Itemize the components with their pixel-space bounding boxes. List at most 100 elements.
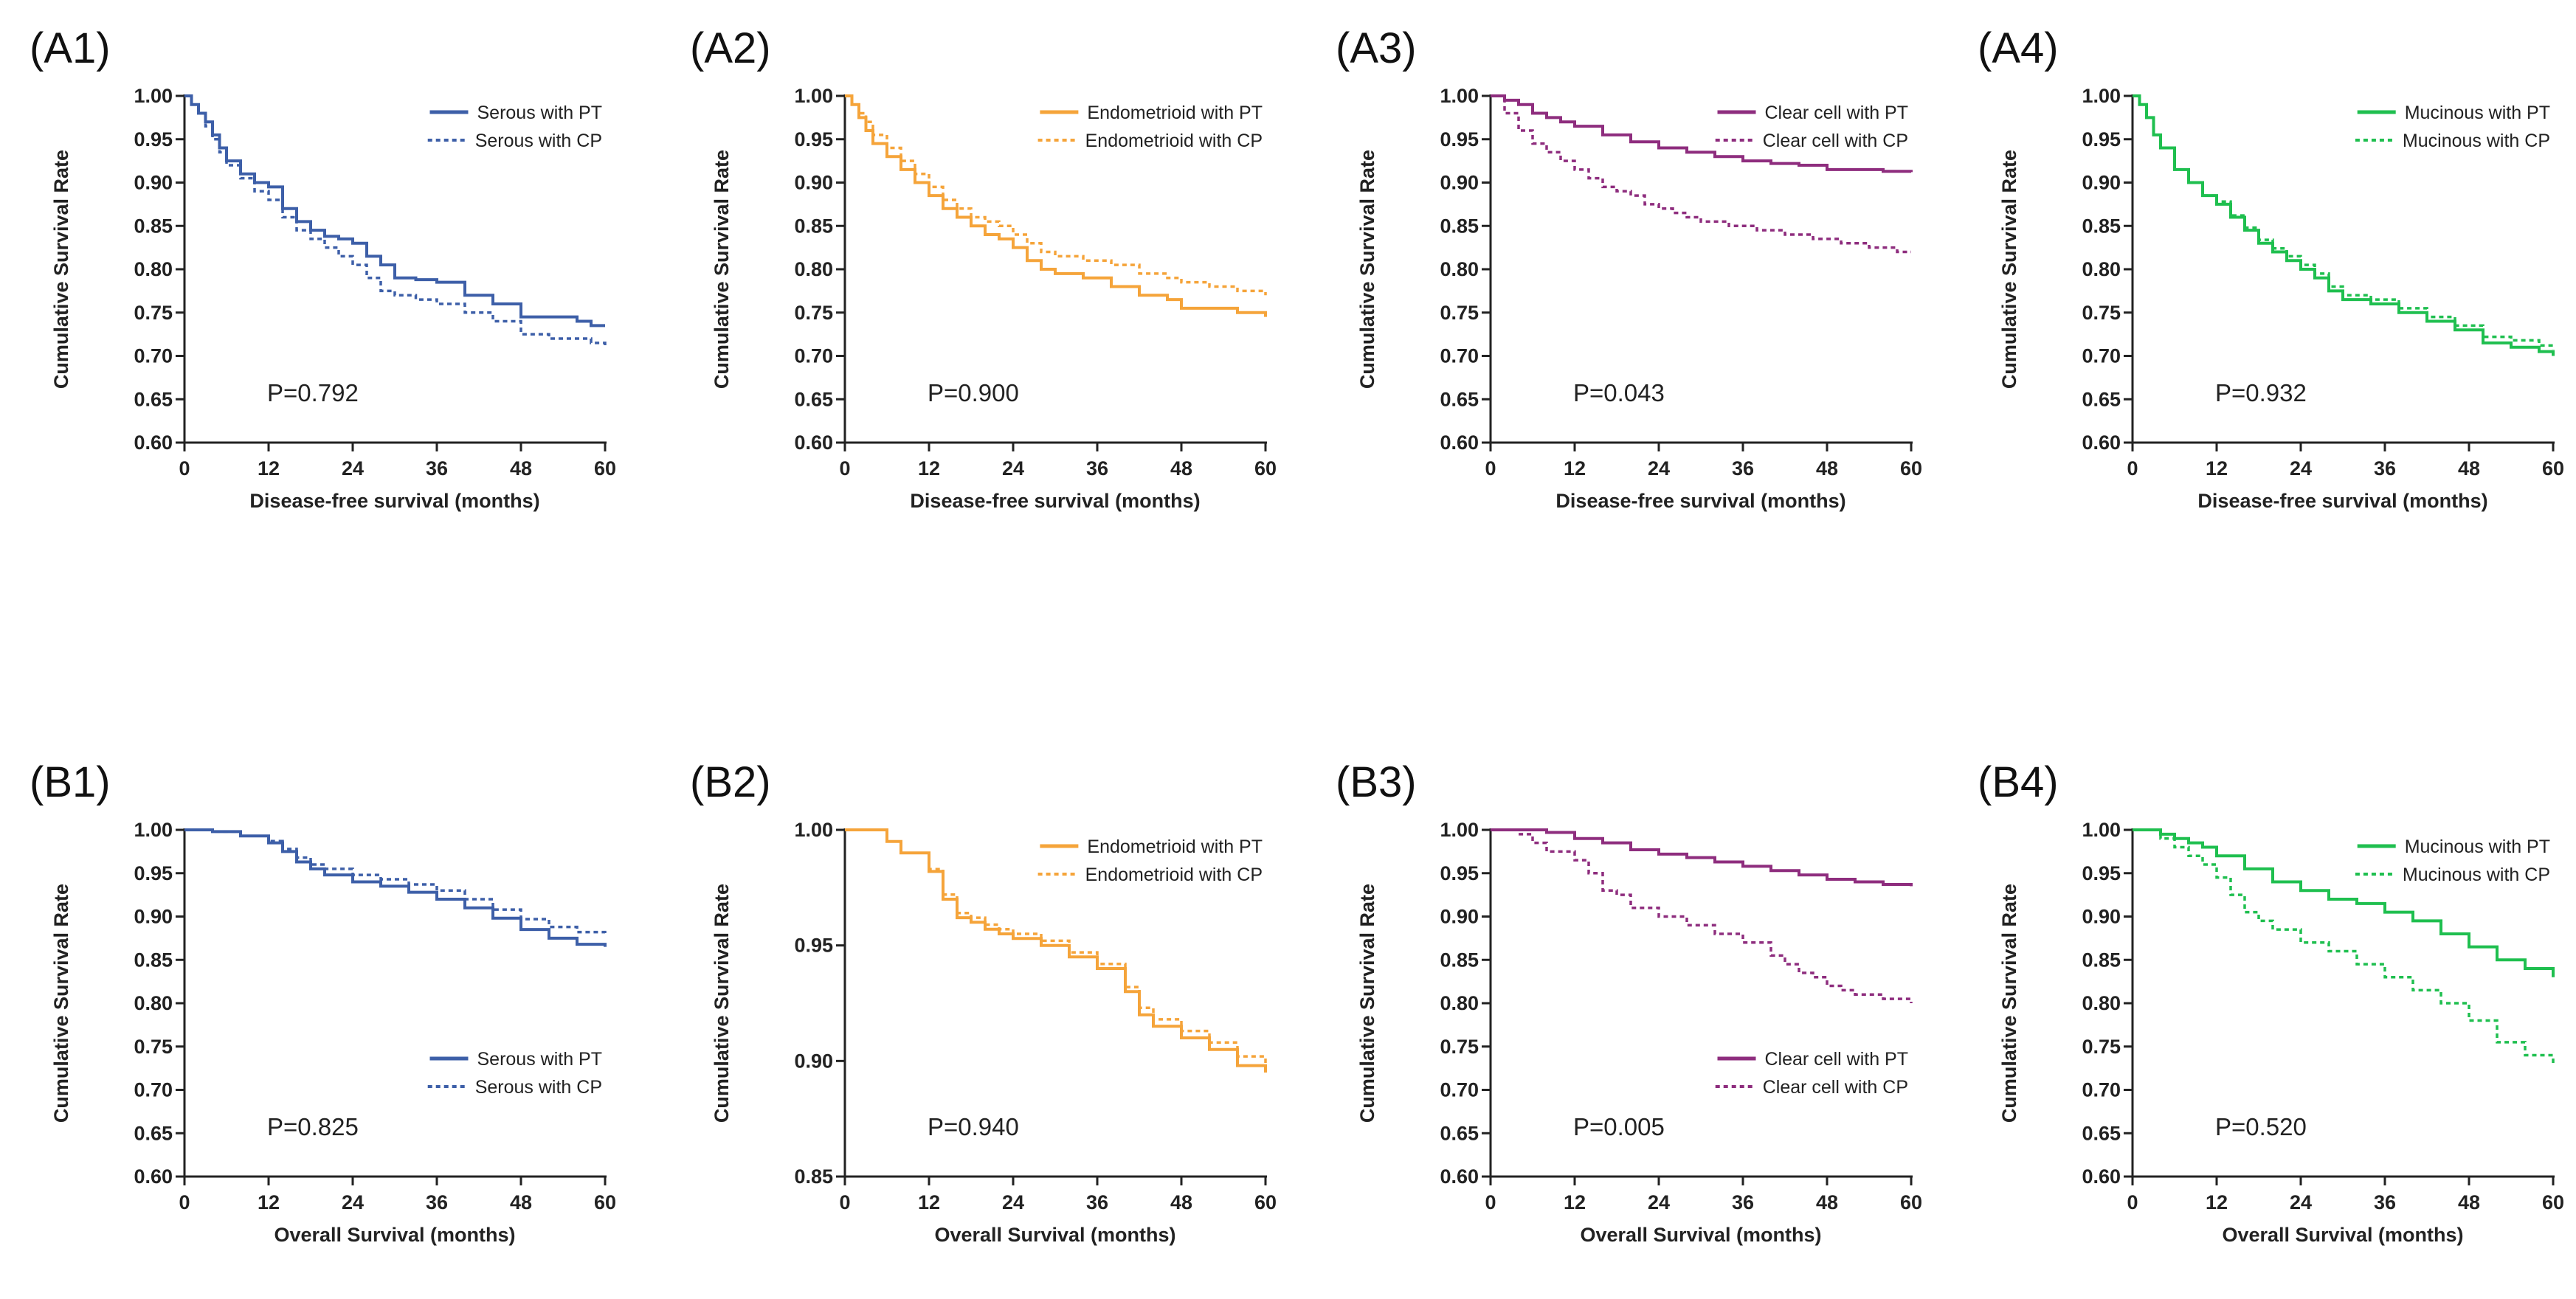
y-tick-label: 0.65 <box>2082 1122 2121 1144</box>
x-tick-label: 48 <box>510 1191 532 1213</box>
panel-label-a4: (A4) <box>1978 24 2059 72</box>
y-axis-title: Cumulative Survival Rate <box>1356 150 1378 389</box>
x-tick-label: 48 <box>1816 1191 1838 1213</box>
y-tick-label: 0.60 <box>1440 1165 1479 1188</box>
legend-label-pt: Clear cell with PT <box>1765 103 1909 123</box>
x-tick-label: 12 <box>1564 1191 1586 1213</box>
chart-b2: 0.85 0.90 0.95 1.00 0 12 24 36 48 60 Overall Survi… <box>711 819 1277 1246</box>
y-tick-label: 0.60 <box>134 1165 173 1188</box>
panel-label-b3: (B3) <box>1336 758 1417 806</box>
y-tick-label: 0.85 <box>2082 215 2121 237</box>
chart-a2: 0.60 0.65 0.70 0.75 0.80 0.85 0.90 0.95 1.00 0 12 2… <box>711 85 1277 512</box>
x-tick-label: 48 <box>1816 457 1838 479</box>
x-axis-title: Disease-free survival (months) <box>910 490 1200 512</box>
series-line-pt <box>2133 828 2555 977</box>
x-tick-label: 36 <box>1732 1191 1754 1213</box>
y-axis-title: Cumulative Survival Rate <box>1998 150 2020 389</box>
x-tick-label: 0 <box>839 1191 850 1213</box>
legend-label-cp: Clear cell with CP <box>1763 131 1908 151</box>
y-axis-title: Cumulative Survival Rate <box>711 150 733 389</box>
y-tick-label: 0.75 <box>2082 302 2121 324</box>
y-tick-label: 0.85 <box>134 949 173 971</box>
y-axis-title: Cumulative Survival Rate <box>1998 884 2020 1123</box>
x-tick-label: 24 <box>2290 1191 2312 1213</box>
y-tick-label: 0.70 <box>794 345 833 367</box>
y-tick-label: 0.95 <box>134 862 173 884</box>
p-value-annotation: P=0.825 <box>267 1113 359 1140</box>
y-tick-label: 0.95 <box>2082 128 2121 150</box>
y-tick-label: 1.00 <box>134 819 173 841</box>
x-tick-label: 60 <box>594 457 616 479</box>
panel-label-b1: (B1) <box>30 758 111 806</box>
x-axis-title: Overall Survival (months) <box>934 1224 1175 1246</box>
x-tick-label: 60 <box>2542 457 2564 479</box>
x-tick-label: 12 <box>2206 457 2228 479</box>
y-tick-label: 0.60 <box>2082 432 2121 454</box>
y-tick-label: 0.80 <box>794 258 833 280</box>
y-tick-label: 0.95 <box>794 128 833 150</box>
chart-a4: 0.60 0.65 0.70 0.75 0.80 0.85 0.90 0.95 1.00 0 12 2… <box>1998 85 2564 512</box>
y-tick-label: 0.85 <box>1440 949 1479 971</box>
y-tick-label: 0.95 <box>1440 128 1479 150</box>
y-tick-label: 0.70 <box>134 345 173 367</box>
x-tick-label: 60 <box>594 1191 616 1213</box>
y-tick-label: 0.80 <box>1440 258 1479 280</box>
x-tick-label: 0 <box>2127 457 2138 479</box>
series-line-cp <box>184 94 607 347</box>
x-tick-label: 48 <box>1170 1191 1192 1213</box>
y-tick-label: 0.90 <box>2082 172 2121 194</box>
x-tick-label: 12 <box>258 1191 280 1213</box>
y-tick-label: 0.65 <box>1440 1122 1479 1144</box>
y-tick-label: 0.60 <box>1440 432 1479 454</box>
legend-label-cp: Endometrioid with CP <box>1085 865 1263 885</box>
y-tick-label: 0.70 <box>2082 1079 2121 1101</box>
series-line-pt <box>1491 828 1913 887</box>
chart-b1: 0.60 0.65 0.70 0.75 0.80 0.85 0.90 0.95 1.00 0 12 2… <box>50 819 616 1246</box>
y-tick-label: 0.65 <box>2082 388 2121 410</box>
y-tick-label: 1.00 <box>134 85 173 107</box>
series-line-cp <box>2133 94 2555 350</box>
y-tick-label: 0.80 <box>2082 258 2121 280</box>
legend-label-cp: Clear cell with CP <box>1763 1077 1908 1098</box>
y-axis-title: Cumulative Survival Rate <box>50 150 72 389</box>
legend-label-pt: Clear cell with PT <box>1765 1049 1909 1070</box>
x-axis-title: Disease-free survival (months) <box>2197 490 2487 512</box>
x-tick-label: 24 <box>342 1191 364 1213</box>
p-value-annotation: P=0.940 <box>928 1113 1019 1140</box>
legend-label-cp: Serous with CP <box>475 131 602 151</box>
x-tick-label: 36 <box>2374 457 2396 479</box>
y-tick-label: 0.65 <box>134 388 173 410</box>
x-tick-label: 24 <box>1648 457 1670 479</box>
panel-label-a3: (A3) <box>1336 24 1417 72</box>
y-tick-label: 0.80 <box>1440 992 1479 1014</box>
chart-b3: 0.60 0.65 0.70 0.75 0.80 0.85 0.90 0.95 1.00 0 12 2… <box>1356 819 1922 1246</box>
x-tick-label: 48 <box>1170 457 1192 479</box>
y-tick-label: 0.70 <box>134 1079 173 1101</box>
y-tick-label: 1.00 <box>2082 819 2121 841</box>
y-tick-label: 0.75 <box>794 302 833 324</box>
series-line-cp <box>184 828 607 934</box>
y-tick-label: 0.70 <box>2082 345 2121 367</box>
x-tick-label: 24 <box>1002 457 1024 479</box>
x-axis-title: Overall Survival (months) <box>274 1224 515 1246</box>
x-tick-label: 24 <box>1002 1191 1024 1213</box>
x-tick-label: 60 <box>2542 1191 2564 1213</box>
x-tick-label: 0 <box>179 457 190 479</box>
y-tick-label: 0.90 <box>794 172 833 194</box>
x-tick-label: 0 <box>1485 457 1496 479</box>
y-tick-label: 0.90 <box>134 906 173 928</box>
y-tick-label: 0.95 <box>794 935 833 957</box>
panel-label-b4: (B4) <box>1978 758 2059 806</box>
x-tick-label: 12 <box>2206 1191 2228 1213</box>
panel-label-b2: (B2) <box>690 758 771 806</box>
y-tick-label: 0.75 <box>1440 302 1479 324</box>
x-tick-label: 36 <box>426 1191 448 1213</box>
y-tick-label: 0.75 <box>1440 1036 1479 1058</box>
chart-a3: 0.60 0.65 0.70 0.75 0.80 0.85 0.90 0.95 1.00 0 12 2… <box>1356 85 1922 512</box>
x-tick-label: 0 <box>1485 1191 1496 1213</box>
y-tick-label: 0.75 <box>134 302 173 324</box>
y-tick-label: 0.90 <box>2082 906 2121 928</box>
y-tick-label: 0.85 <box>134 215 173 237</box>
y-tick-label: 0.65 <box>1440 388 1479 410</box>
y-tick-label: 0.80 <box>134 992 173 1014</box>
